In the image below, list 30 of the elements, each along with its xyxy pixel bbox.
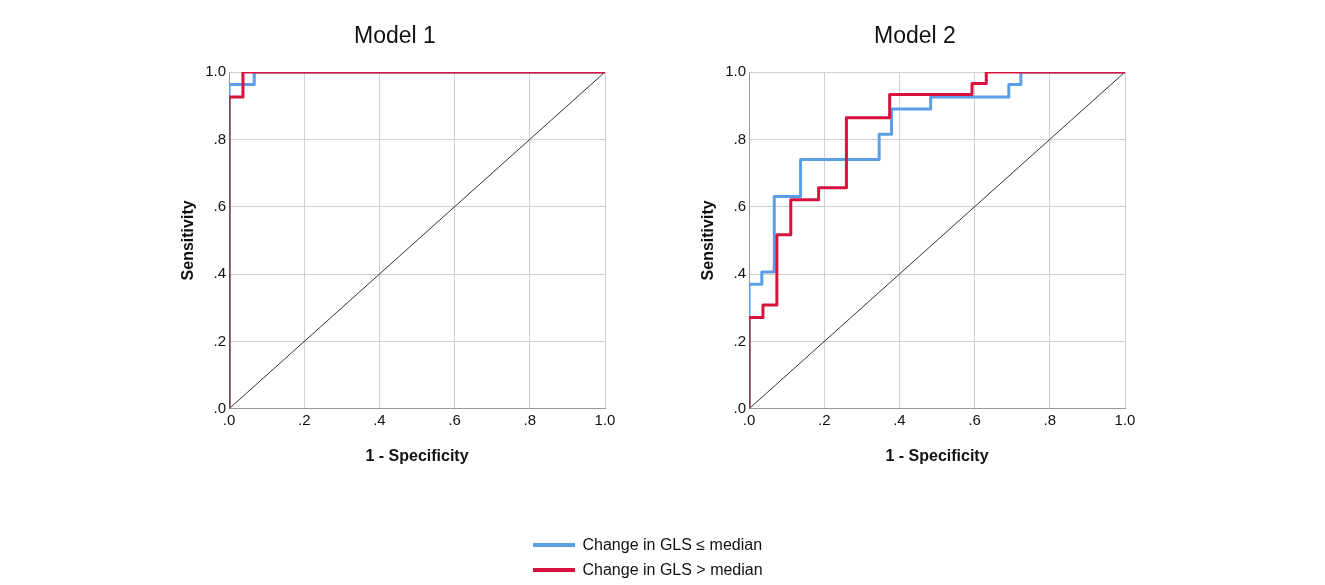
y-axis-title: Sensitivity [699,200,717,281]
x-tick-label: .2 [297,410,311,428]
x-tick-label: 1.0 [1114,410,1136,428]
y-tick-label: 1.0 [205,62,227,80]
x-tick-label: .4 [373,410,386,428]
x-axis-title: 1 - Specificity [365,446,469,464]
y-tick-label: .6 [733,196,747,214]
legend-label: Change in GLS > median [582,560,763,579]
y-tick-label: .6 [213,196,227,214]
y-tick-label: .4 [733,264,747,282]
x-tick-label: .6 [968,410,981,428]
y-tick-label: 1.0 [725,62,747,80]
x-tick-label: .2 [817,410,831,428]
x-tick-label: .8 [523,410,537,428]
y-tick-label: .2 [213,331,227,349]
y-tick-label: .2 [733,331,747,349]
legend-label: Change in GLS ≤ median [582,535,763,554]
y-axis-title: Sensitivity [179,200,197,281]
y-tick-label: .0 [213,398,227,416]
y-tick-label: .8 [733,129,747,147]
y-tick-label: .0 [733,398,747,416]
y-tick-label: .8 [213,129,227,147]
chart-title: Model 1 [353,22,437,49]
x-tick-label: .4 [893,410,906,428]
chart-title: Model 2 [873,22,957,49]
y-tick-label: .4 [213,264,227,282]
x-tick-label: .6 [448,410,461,428]
x-tick-label: .8 [1043,410,1057,428]
x-tick-label: 1.0 [594,410,616,428]
x-axis-title: 1 - Specificity [885,446,989,464]
